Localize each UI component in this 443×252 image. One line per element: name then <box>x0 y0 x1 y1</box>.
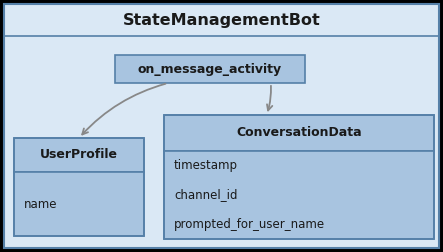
Text: UserProfile: UserProfile <box>40 148 118 162</box>
Text: timestamp: timestamp <box>174 159 238 172</box>
Text: channel_id: channel_id <box>174 188 237 202</box>
Bar <box>14 172 144 236</box>
Bar <box>14 138 144 236</box>
Text: prompted_for_user_name: prompted_for_user_name <box>174 218 325 231</box>
Text: name: name <box>24 198 58 210</box>
Bar <box>164 115 434 239</box>
Bar <box>115 55 305 83</box>
Text: StateManagementBot: StateManagementBot <box>123 13 320 27</box>
Bar <box>14 138 144 172</box>
Text: on_message_activity: on_message_activity <box>138 62 282 76</box>
Bar <box>164 115 434 151</box>
Text: ConversationData: ConversationData <box>236 127 362 140</box>
Bar <box>164 151 434 239</box>
